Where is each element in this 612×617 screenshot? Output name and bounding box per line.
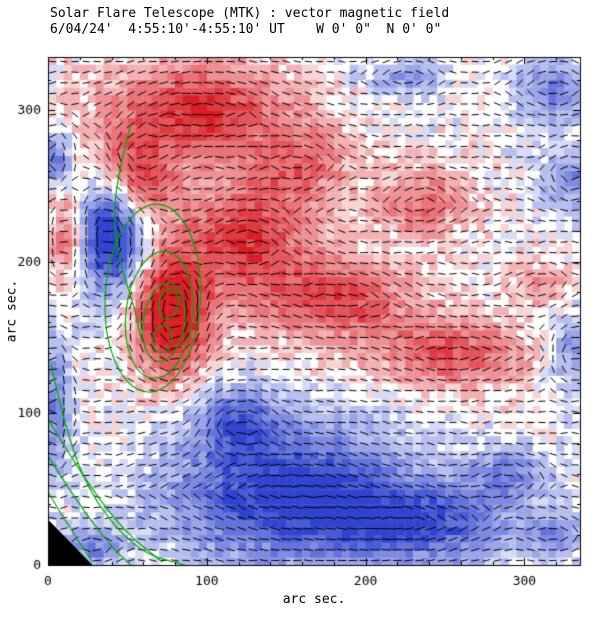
chart-title: Solar Flare Telescope (MTK) : vector mag…: [50, 6, 450, 21]
chart-subtitle: 6/04/24' 4:55:10'-4:55:10' UT W 0' 0" N …: [50, 22, 442, 37]
x-axis-label: arc sec.: [282, 592, 346, 607]
y-axis-label: arc sec.: [4, 279, 20, 343]
